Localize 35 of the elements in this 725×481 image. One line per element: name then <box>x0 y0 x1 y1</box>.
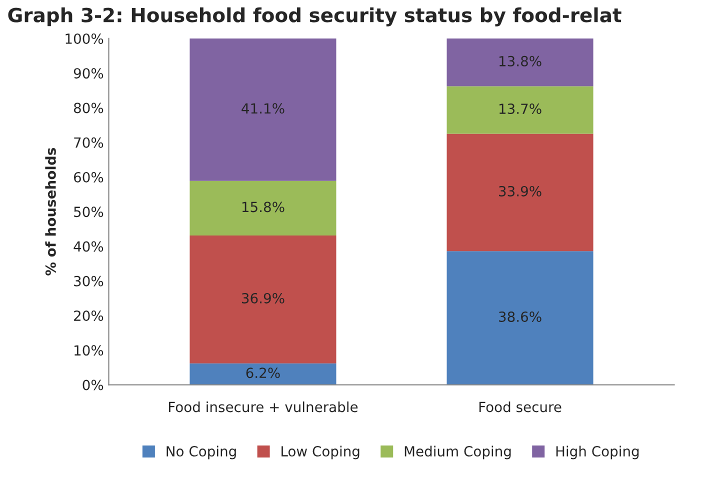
y-tick-label: 10% <box>74 345 104 356</box>
data-label: 33.9% <box>499 186 542 196</box>
bar <box>190 363 336 385</box>
bar <box>446 38 594 86</box>
bar <box>446 86 594 134</box>
y-tick-label: 0% <box>82 380 104 390</box>
bar <box>190 180 336 236</box>
y-tick-label: 80% <box>74 102 104 114</box>
legend-label: Medium Coping <box>404 446 511 460</box>
y-tick-label: 40% <box>74 241 104 252</box>
bar <box>190 38 336 181</box>
bar <box>446 251 594 385</box>
legend-label: High Coping <box>556 446 639 460</box>
y-tick-label: 30% <box>74 276 104 286</box>
data-label: 13.8% <box>499 56 542 66</box>
y-tick-label: 90% <box>74 68 104 79</box>
chart-title: Graph 3-2: Household food security status by food-relat <box>8 7 622 26</box>
y-axis-title: % of households <box>45 148 56 276</box>
bar <box>190 236 336 364</box>
data-label: 13.7% <box>499 104 542 114</box>
y-tick-label: 20% <box>74 310 104 322</box>
x-tick-label: Food insecure + vulnerable <box>169 401 358 412</box>
legend-label: No Coping <box>166 446 236 460</box>
data-label: 36.9% <box>242 292 284 304</box>
y-tick-label: 60% <box>74 172 104 182</box>
y-tick-label: 100% <box>66 33 104 44</box>
data-label: 6.2% <box>246 368 280 378</box>
data-label: 38.6% <box>499 311 542 322</box>
legend-label: Low Coping <box>282 446 360 460</box>
y-tick-label: 70% <box>74 137 104 148</box>
x-tick-label: Food secure <box>479 401 562 412</box>
bar <box>446 134 594 252</box>
data-label: 41.1% <box>242 103 284 114</box>
y-tick-label: 50% <box>74 206 104 218</box>
data-label: 15.8% <box>242 202 284 212</box>
